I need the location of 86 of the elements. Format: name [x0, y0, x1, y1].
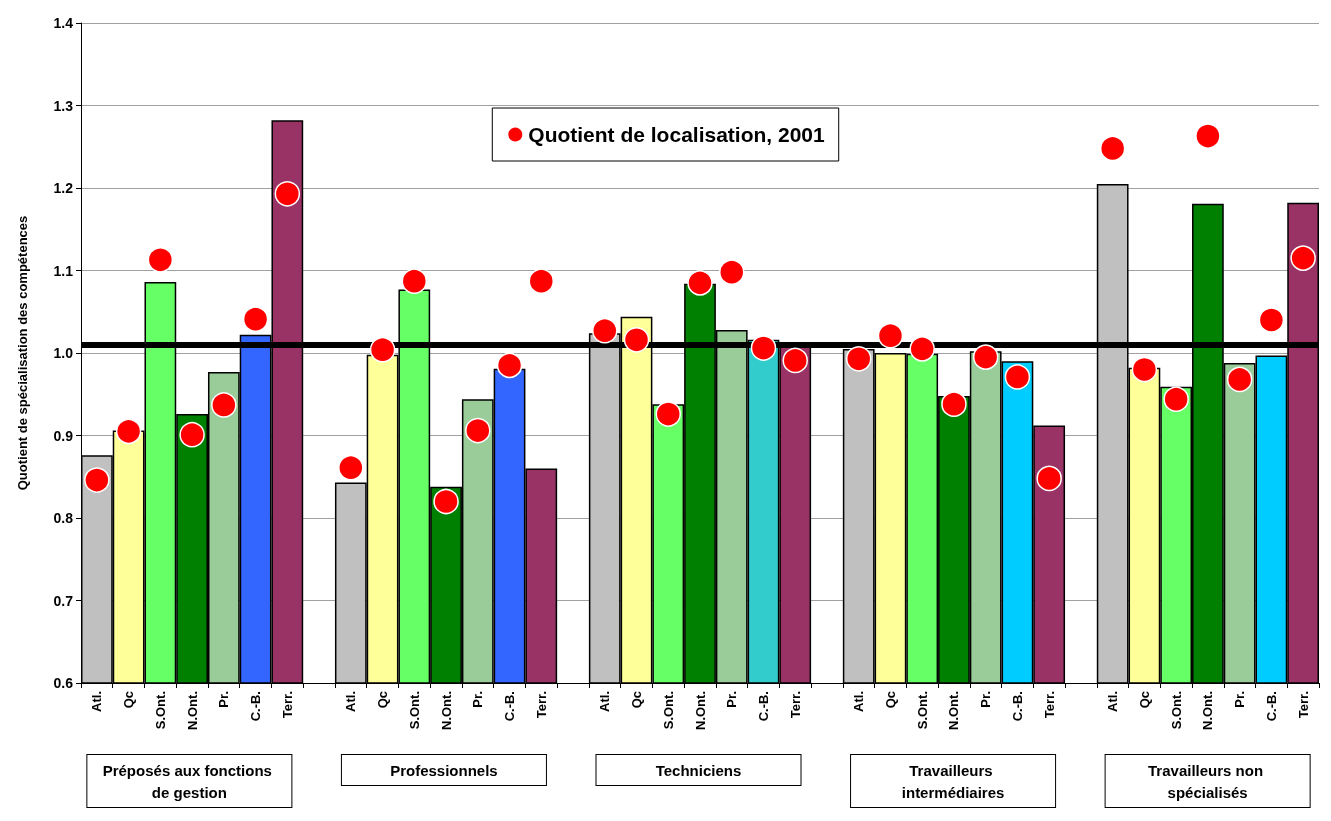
- x-tick-label: S.Ont.: [914, 691, 930, 730]
- point: [845, 346, 872, 372]
- x-tick-label: N.Ont.: [692, 691, 708, 730]
- x-tick-label: S.Ont.: [406, 691, 422, 730]
- point: [1226, 366, 1253, 393]
- point: [972, 344, 999, 370]
- point: [84, 467, 110, 493]
- y-tick-label: 1.4: [53, 15, 74, 31]
- text: Techniciens: [655, 761, 742, 779]
- x-tick-label: Qc: [1136, 691, 1152, 709]
- x-tick-label: Pr.: [724, 691, 740, 708]
- point: [687, 270, 713, 296]
- x-tick-label: C.-B.: [1009, 691, 1025, 722]
- x-tick-label: Terr.: [1295, 691, 1311, 719]
- y-tick-label: 0.9: [53, 427, 74, 444]
- point: [782, 347, 808, 374]
- text: Professionnels: [390, 761, 498, 779]
- point: [115, 418, 142, 445]
- x-tick-label: S.Ont.: [152, 691, 168, 730]
- point: [465, 417, 491, 444]
- text: Préposés aux fonctions de gestion: [102, 761, 277, 801]
- x-tick-label: N.Ont.: [1200, 691, 1216, 730]
- point: [1195, 123, 1221, 149]
- x-tick-label: N.Ont.: [438, 691, 454, 730]
- point: [1290, 245, 1316, 271]
- point: [369, 336, 396, 363]
- point: [242, 306, 269, 332]
- point: [719, 259, 745, 285]
- point: [655, 401, 682, 427]
- point: [179, 421, 205, 448]
- x-tick-label: Pr.: [1232, 691, 1248, 708]
- x-tick-label: Pr.: [978, 691, 994, 708]
- legend-label: Quotient de localisation, 2001: [528, 123, 826, 146]
- x-tick-label: Terr.: [533, 691, 549, 719]
- x-tick-label: Atl.: [1105, 691, 1121, 712]
- text: Travailleurs non spécialisés: [1148, 761, 1268, 801]
- x-tick-label: C.-B.: [755, 691, 771, 722]
- point: [1163, 386, 1189, 412]
- point: [496, 352, 523, 379]
- text: Travailleurs intermédiaires: [901, 761, 1005, 801]
- point: [941, 391, 967, 417]
- point: [338, 454, 364, 481]
- y-tick-label: 1.1: [53, 262, 74, 279]
- y-tick-label: 0.6: [53, 675, 74, 691]
- x-tick-label: Terr.: [279, 691, 295, 719]
- y-tick-label: 1.0: [53, 345, 74, 361]
- point: [877, 322, 904, 349]
- x-tick-label: Qc: [121, 691, 137, 709]
- point: [1036, 465, 1062, 492]
- x-tick-label: S.Ont.: [1168, 691, 1184, 730]
- y-axis-title: Quotient de spécialisation des compétences: [15, 215, 30, 491]
- point: [623, 327, 650, 353]
- x-tick-label: Terr.: [1041, 691, 1057, 719]
- point: [1258, 307, 1285, 333]
- x-tick-label: N.Ont.: [184, 691, 200, 730]
- x-tick-label: Qc: [629, 691, 645, 709]
- point: [274, 181, 301, 207]
- y-tick-label: 1.2: [53, 180, 74, 196]
- x-tick-label: N.Ont.: [946, 691, 962, 730]
- point: [1004, 364, 1031, 390]
- point: [401, 268, 428, 294]
- x-tick-label: C.-B.: [1263, 691, 1279, 722]
- point: [528, 268, 555, 294]
- point: [750, 335, 777, 361]
- x-tick-label: Pr.: [216, 691, 232, 708]
- x-tick-label: Atl.: [343, 691, 359, 712]
- point: [1131, 356, 1158, 383]
- y-tick-label: 1.3: [53, 97, 74, 114]
- point: [147, 247, 174, 273]
- point: [211, 392, 237, 418]
- point: [433, 488, 459, 515]
- x-tick-label: Terr.: [787, 691, 803, 719]
- x-tick-label: Pr.: [470, 691, 486, 708]
- point: [1099, 135, 1126, 162]
- x-tick-label: Atl.: [89, 691, 105, 712]
- point: [909, 336, 935, 362]
- y-tick-label: 0.7: [53, 592, 74, 609]
- x-tick-label: Atl.: [851, 691, 867, 712]
- x-tick-label: C.-B.: [502, 691, 518, 722]
- y-tick-label: 0.8: [53, 510, 74, 526]
- x-tick-label: Qc: [375, 691, 391, 709]
- point: [592, 317, 618, 344]
- x-tick-label: C.-B.: [248, 691, 264, 722]
- x-tick-label: Qc: [882, 691, 898, 709]
- x-tick-label: S.Ont.: [660, 691, 676, 730]
- x-tick-label: Atl.: [597, 691, 613, 712]
